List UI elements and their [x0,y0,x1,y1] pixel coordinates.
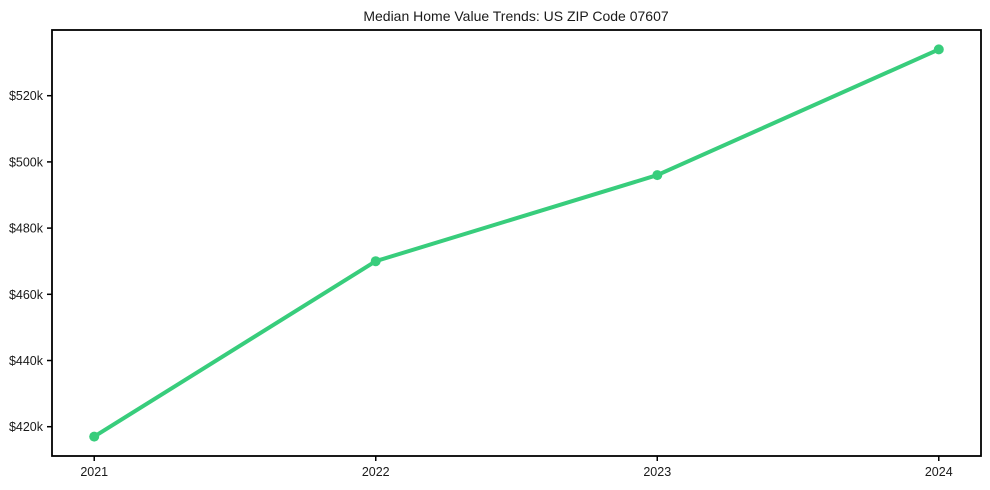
data-point-2023 [652,170,663,181]
y-tick-label: $420k [9,420,44,434]
x-tick-label: 2024 [925,465,953,479]
y-tick-label: $440k [9,354,44,368]
plot-area-border [51,29,982,457]
x-axis: 2021 2022 2023 2024 [80,456,953,479]
y-tick-label: $460k [9,288,44,302]
y-tick-label: $500k [9,155,44,169]
data-point-2024 [933,44,944,55]
trend-line [92,47,941,439]
data-point-2022 [370,256,381,267]
y-axis: $420k $440k $460k $480k $500k $520k [9,89,52,434]
data-points [89,44,944,442]
chart-title: Median Home Value Trends: US ZIP Code 07… [363,8,669,24]
x-tick-label: 2021 [80,465,108,479]
y-tick-label: $520k [9,89,44,103]
y-tick-label: $480k [9,222,44,236]
x-tick-label: 2022 [362,465,390,479]
data-point-2021 [89,431,100,442]
x-tick-label: 2023 [643,465,671,479]
